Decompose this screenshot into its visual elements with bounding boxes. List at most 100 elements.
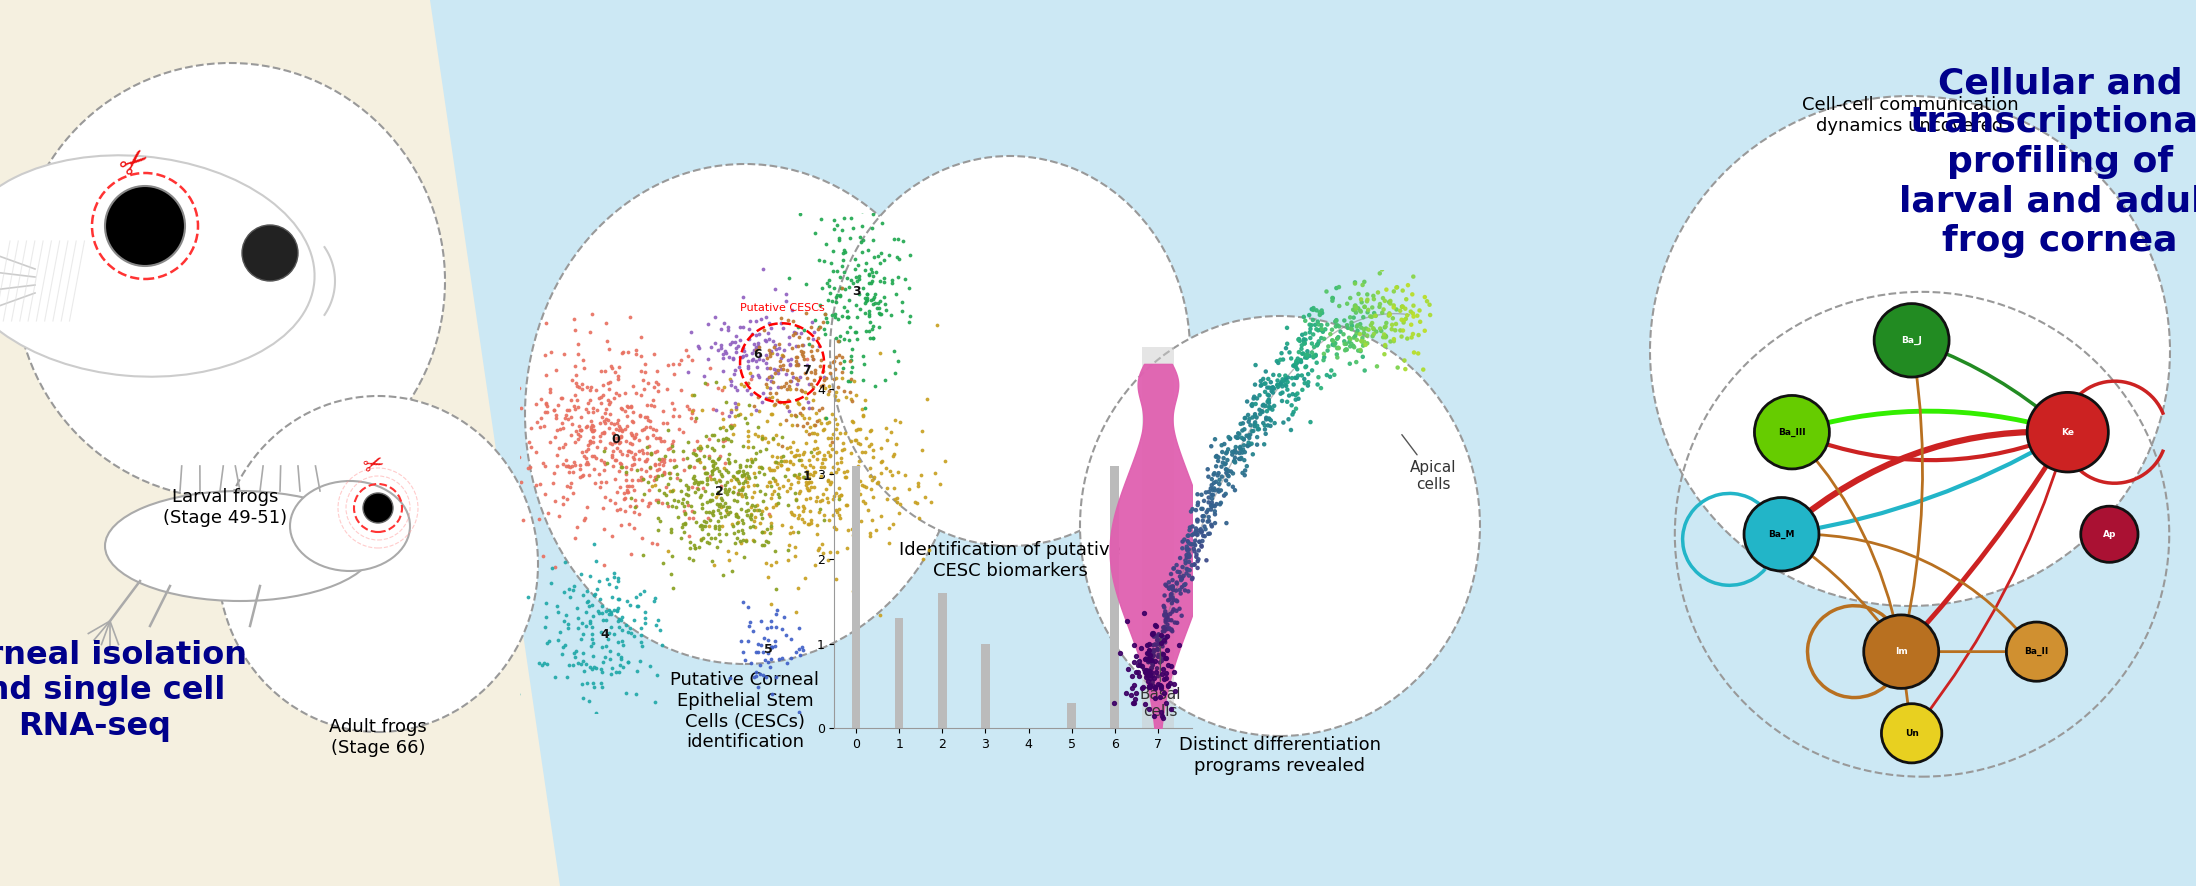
Point bbox=[1197, 476, 1232, 490]
Point bbox=[683, 490, 718, 504]
Point bbox=[1140, 633, 1175, 647]
Point bbox=[786, 501, 821, 515]
Point bbox=[670, 488, 705, 502]
Point bbox=[628, 616, 663, 630]
Point bbox=[780, 372, 815, 386]
Point bbox=[1225, 439, 1261, 453]
Point bbox=[749, 522, 784, 536]
Point bbox=[852, 469, 887, 483]
Point bbox=[793, 513, 828, 527]
Point bbox=[782, 330, 817, 344]
Point bbox=[591, 626, 626, 640]
Point bbox=[788, 436, 824, 450]
Point bbox=[720, 525, 755, 539]
Point bbox=[1116, 655, 1151, 669]
Point bbox=[914, 494, 949, 509]
Point bbox=[705, 412, 740, 426]
Point bbox=[1285, 369, 1320, 383]
Point bbox=[1309, 284, 1344, 299]
Point bbox=[560, 432, 595, 447]
Point bbox=[1188, 553, 1223, 567]
Point bbox=[692, 469, 727, 483]
Point bbox=[806, 315, 841, 329]
Point bbox=[773, 454, 808, 468]
Point bbox=[646, 467, 681, 481]
Point bbox=[1168, 542, 1203, 556]
Point bbox=[604, 401, 639, 416]
Point bbox=[1252, 411, 1287, 425]
Point bbox=[777, 468, 813, 482]
Point bbox=[716, 564, 751, 579]
Point bbox=[1164, 571, 1199, 586]
Point bbox=[839, 310, 874, 324]
Point bbox=[900, 476, 935, 490]
Point bbox=[1144, 711, 1179, 725]
Point bbox=[1168, 540, 1203, 554]
Point bbox=[817, 222, 852, 237]
Point bbox=[545, 457, 580, 471]
Point bbox=[1394, 330, 1430, 345]
Point bbox=[571, 456, 606, 470]
Point bbox=[764, 450, 799, 464]
Text: 6: 6 bbox=[753, 348, 762, 361]
Point bbox=[1377, 299, 1412, 313]
Point bbox=[1357, 323, 1392, 337]
Point bbox=[795, 400, 830, 415]
Point bbox=[692, 494, 727, 508]
Point bbox=[722, 350, 758, 364]
Point bbox=[582, 574, 617, 588]
Point bbox=[834, 354, 870, 368]
Point bbox=[1179, 515, 1214, 529]
Point bbox=[725, 463, 760, 478]
Point bbox=[1408, 323, 1443, 338]
Point bbox=[832, 292, 867, 307]
FancyArrowPatch shape bbox=[1900, 667, 1911, 721]
Point bbox=[545, 647, 580, 661]
Point bbox=[819, 416, 854, 431]
Point bbox=[817, 445, 852, 459]
Point bbox=[749, 479, 784, 494]
Point bbox=[1225, 416, 1261, 431]
Point bbox=[1318, 368, 1353, 382]
Point bbox=[683, 455, 718, 469]
Point bbox=[802, 359, 837, 373]
Point bbox=[694, 463, 729, 478]
Circle shape bbox=[105, 186, 184, 266]
Point bbox=[1131, 643, 1166, 657]
Point bbox=[1342, 317, 1377, 331]
Point bbox=[1280, 345, 1315, 359]
Point bbox=[729, 475, 764, 489]
Point bbox=[731, 332, 766, 346]
Point bbox=[1289, 360, 1324, 374]
Point bbox=[1177, 527, 1212, 541]
Point bbox=[1256, 381, 1291, 395]
Point bbox=[821, 393, 856, 408]
Point bbox=[1146, 609, 1181, 623]
Point bbox=[1337, 276, 1372, 291]
Point bbox=[558, 402, 593, 416]
Point bbox=[1173, 537, 1208, 551]
Point bbox=[769, 400, 804, 414]
Point bbox=[575, 609, 610, 623]
Point bbox=[685, 501, 720, 515]
Point bbox=[613, 399, 648, 413]
Point bbox=[744, 503, 780, 517]
Point bbox=[1234, 410, 1269, 424]
Point bbox=[764, 310, 799, 324]
Point bbox=[758, 582, 793, 596]
Point bbox=[795, 352, 830, 366]
Point bbox=[1149, 609, 1184, 623]
Point bbox=[1135, 638, 1170, 652]
Point bbox=[1096, 696, 1131, 710]
Point bbox=[1170, 536, 1206, 550]
Point bbox=[802, 339, 837, 354]
Point bbox=[1122, 657, 1157, 672]
Point bbox=[830, 325, 865, 339]
Point bbox=[635, 422, 670, 436]
Point bbox=[1173, 563, 1208, 578]
Point bbox=[1203, 460, 1239, 474]
Point bbox=[549, 617, 584, 631]
Point bbox=[593, 437, 628, 451]
Point bbox=[672, 511, 707, 525]
Point bbox=[725, 482, 760, 496]
